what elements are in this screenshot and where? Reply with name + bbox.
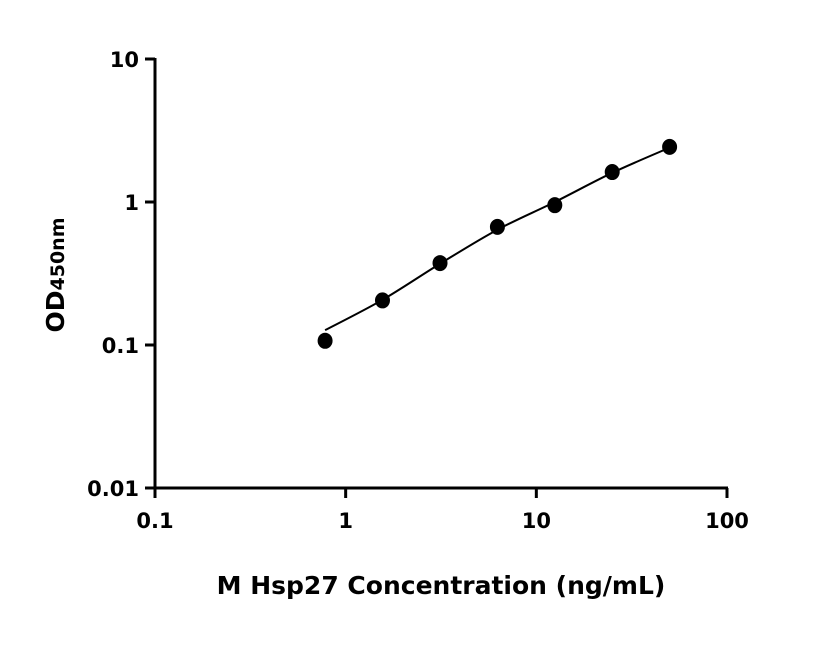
data-point <box>374 292 390 309</box>
x-tick-label: 10 <box>522 509 551 533</box>
data-point <box>547 197 563 214</box>
axes: 0.1 1 10 100 0.01 0.1 1 10 <box>87 48 749 533</box>
y-axis-title: OD450nm <box>41 217 70 332</box>
y-tick-label: 0.01 <box>87 477 139 501</box>
data-point <box>489 218 505 235</box>
data-points <box>317 138 678 349</box>
x-tick-label: 100 <box>705 509 749 533</box>
x-axis-title: M Hsp27 Concentration (ng/mL) <box>217 571 666 600</box>
data-point <box>604 164 620 181</box>
data-point <box>662 138 678 155</box>
y-axis-title-subscript: 450nm <box>47 217 69 290</box>
data-point <box>317 332 333 349</box>
data-point <box>432 255 448 272</box>
x-tick-label: 1 <box>338 509 353 533</box>
y-tick-label: 1 <box>124 191 139 215</box>
y-tick-label: 0.1 <box>102 334 139 358</box>
y-axis-title-main: OD <box>41 290 70 332</box>
x-tick-label: 0.1 <box>136 509 173 533</box>
y-tick-label: 10 <box>110 48 139 72</box>
